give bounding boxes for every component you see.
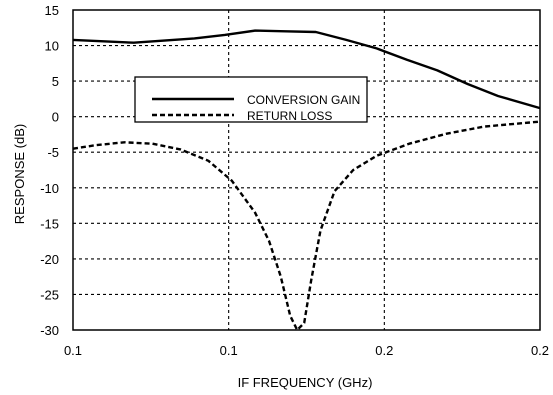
y-tick-label: -15	[40, 216, 59, 231]
y-axis-ticks: 15 10 5 0 -5 -10 -15 -20 -25 -30	[40, 3, 59, 338]
y-tick-label: -30	[40, 323, 59, 338]
y-tick-label: -5	[47, 145, 59, 160]
y-tick-label: 0	[52, 110, 59, 125]
series-line-conversion-gain	[72, 29, 541, 110]
x-axis-ticks: 0.1 0.1 0.2 0.2	[64, 343, 549, 358]
y-tick-label: 10	[45, 39, 59, 54]
y-tick-label: -25	[40, 287, 59, 302]
x-tick-label: 0.2	[531, 343, 549, 358]
x-tick-label: 0.1	[64, 343, 82, 358]
grid-lines	[73, 10, 540, 330]
y-tick-label: -20	[40, 252, 59, 267]
y-tick-label: 15	[45, 3, 59, 18]
legend-label-return-loss: RETURN LOSS	[247, 109, 332, 123]
series-layer	[72, 29, 541, 332]
plot-frame	[72, 9, 541, 331]
series-line-return-loss	[72, 120, 541, 332]
y-tick-label: 5	[52, 74, 59, 89]
legend-label-conversion-gain: CONVERSION GAIN	[247, 93, 360, 107]
x-tick-label: 0.1	[220, 343, 238, 358]
y-tick-label: -10	[40, 181, 59, 196]
legend: CONVERSION GAIN RETURN LOSS	[134, 76, 368, 123]
x-tick-label: 0.2	[375, 343, 393, 358]
y-axis-label: RESPONSE (dB)	[12, 124, 27, 224]
x-axis-label: IF FREQUENCY (GHz)	[238, 375, 373, 390]
